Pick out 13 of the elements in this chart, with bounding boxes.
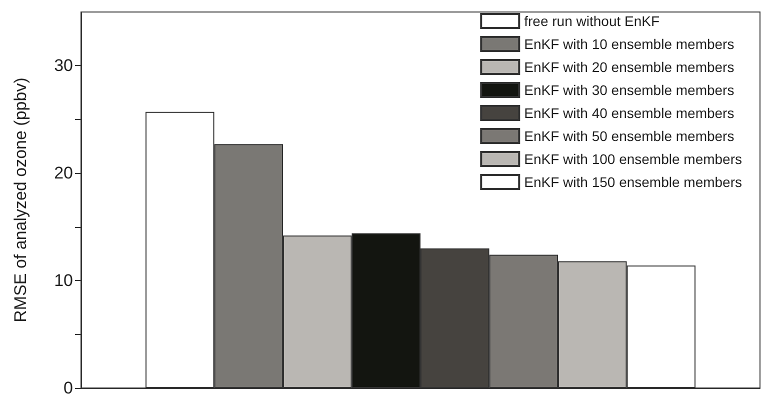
y-tick-label: 20 [54, 164, 73, 183]
legend-label: EnKF with 30 ensemble members [524, 82, 734, 98]
legend-label: EnKF with 100 ensemble members [524, 151, 742, 167]
legend-label: EnKF with 150 ensemble members [524, 174, 742, 190]
legend-label: free run without EnKF [524, 13, 660, 29]
legend-label: EnKF with 50 ensemble members [524, 128, 734, 144]
y-tick-label: 10 [54, 271, 73, 290]
legend-label: EnKF with 40 ensemble members [524, 105, 734, 121]
y-tick-label: 0 [64, 378, 73, 398]
legend-label: EnKF with 20 ensemble members [524, 59, 734, 75]
legend-label: EnKF with 10 ensemble members [524, 36, 734, 52]
y-tick-label: 30 [54, 56, 73, 76]
y-axis-title: RMSE of analyzed ozone (ppbv) [11, 78, 30, 322]
